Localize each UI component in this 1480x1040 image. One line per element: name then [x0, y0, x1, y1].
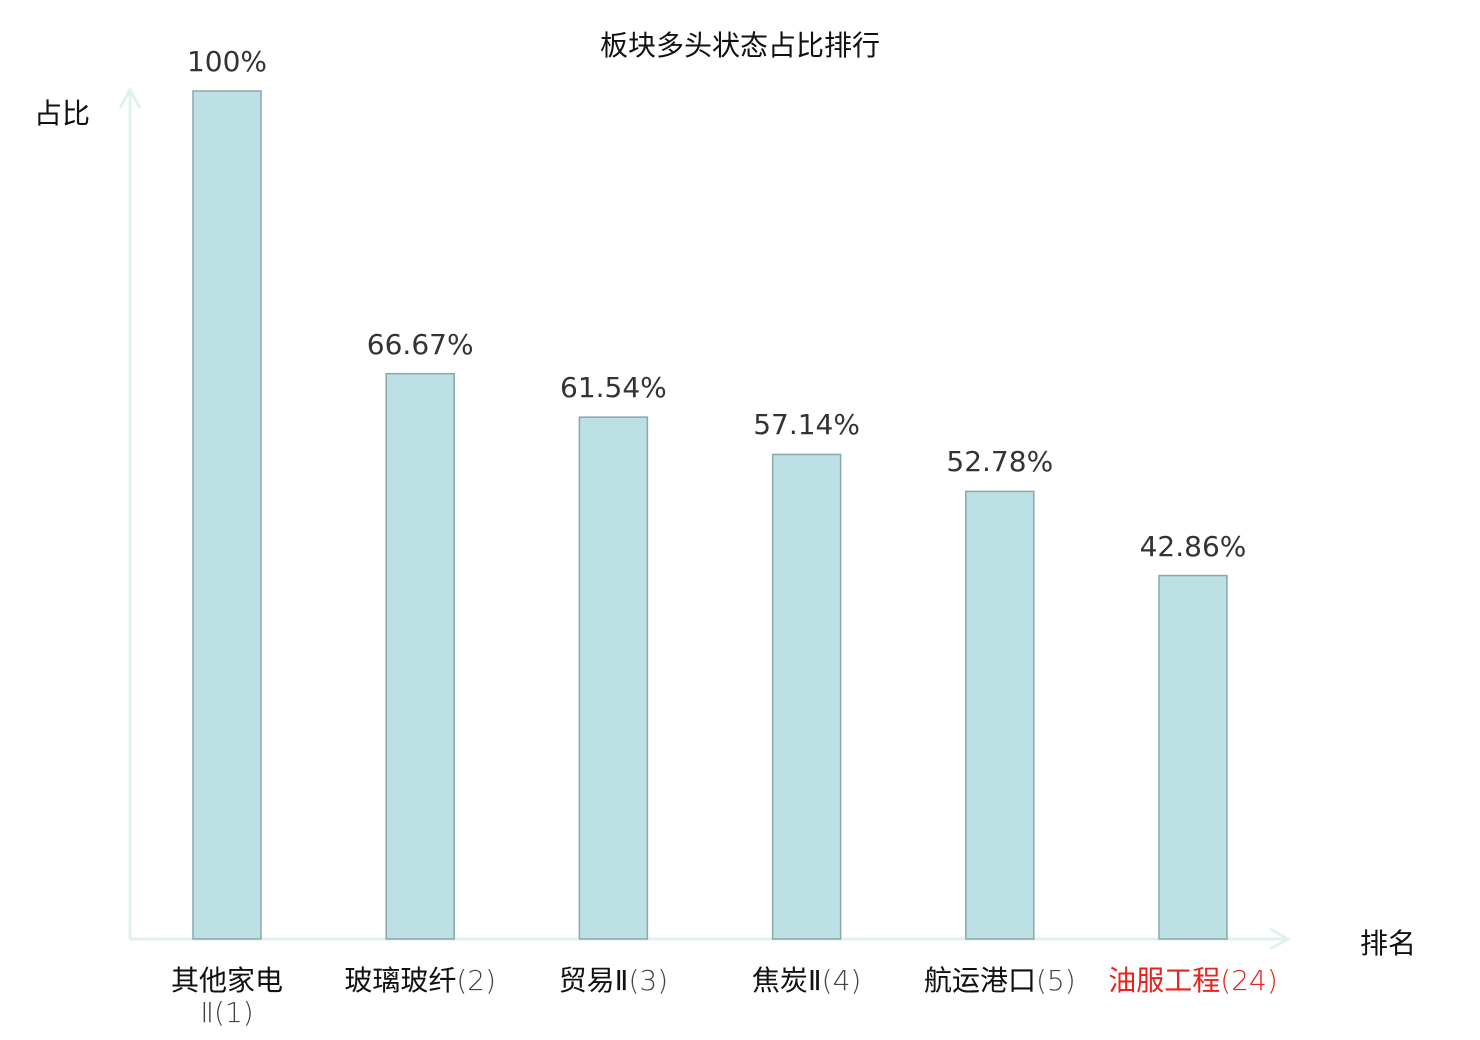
- category-rank: (4): [821, 964, 862, 997]
- data-label: 57.14%: [753, 408, 860, 442]
- x-axis-label: 排名: [1360, 927, 1417, 960]
- data-label: 52.78%: [946, 445, 1054, 479]
- category-name: 贸易Ⅱ: [558, 964, 629, 997]
- y-axis-arrow-icon: [118, 86, 142, 109]
- x-tick-label: 油服工程(24): [1088, 965, 1298, 997]
- category-name: 油服工程: [1108, 964, 1221, 997]
- category-rank: (2): [456, 964, 497, 997]
- bar: [965, 490, 1035, 940]
- x-axis-arrow-icon: [1269, 927, 1292, 951]
- data-label: 100%: [186, 45, 268, 78]
- category-rank: (3): [628, 964, 669, 997]
- x-tick-label: 其他家电 Ⅱ(1): [127, 965, 327, 1029]
- bar: [578, 416, 649, 940]
- bar: [771, 453, 842, 940]
- chart-title: 板块多头状态占比排行: [599, 29, 880, 62]
- category-name: 玻璃玻纤: [344, 964, 457, 997]
- bar: [192, 90, 262, 940]
- bar: [385, 372, 455, 940]
- data-label: 61.54%: [560, 371, 667, 405]
- category-rank: (24): [1220, 964, 1278, 997]
- bar: [1158, 574, 1228, 940]
- x-tick-label: 玻璃玻纤(2): [320, 965, 520, 997]
- x-tick-label: 贸易Ⅱ(3): [513, 965, 713, 997]
- category-name: 焦炭Ⅱ: [751, 964, 822, 997]
- category-name: 航运港口: [923, 964, 1036, 997]
- category-rank: Ⅱ(1): [200, 996, 254, 1029]
- x-tick-label: 航运港口(5): [900, 965, 1100, 997]
- category-name: 其他家电: [170, 964, 283, 997]
- data-label: 42.86%: [1139, 529, 1247, 563]
- data-label: 66.67%: [366, 327, 474, 361]
- x-tick-label: 焦炭Ⅱ(4): [707, 965, 907, 997]
- y-axis-label: 占比: [34, 97, 91, 130]
- category-rank: (5): [1035, 964, 1076, 997]
